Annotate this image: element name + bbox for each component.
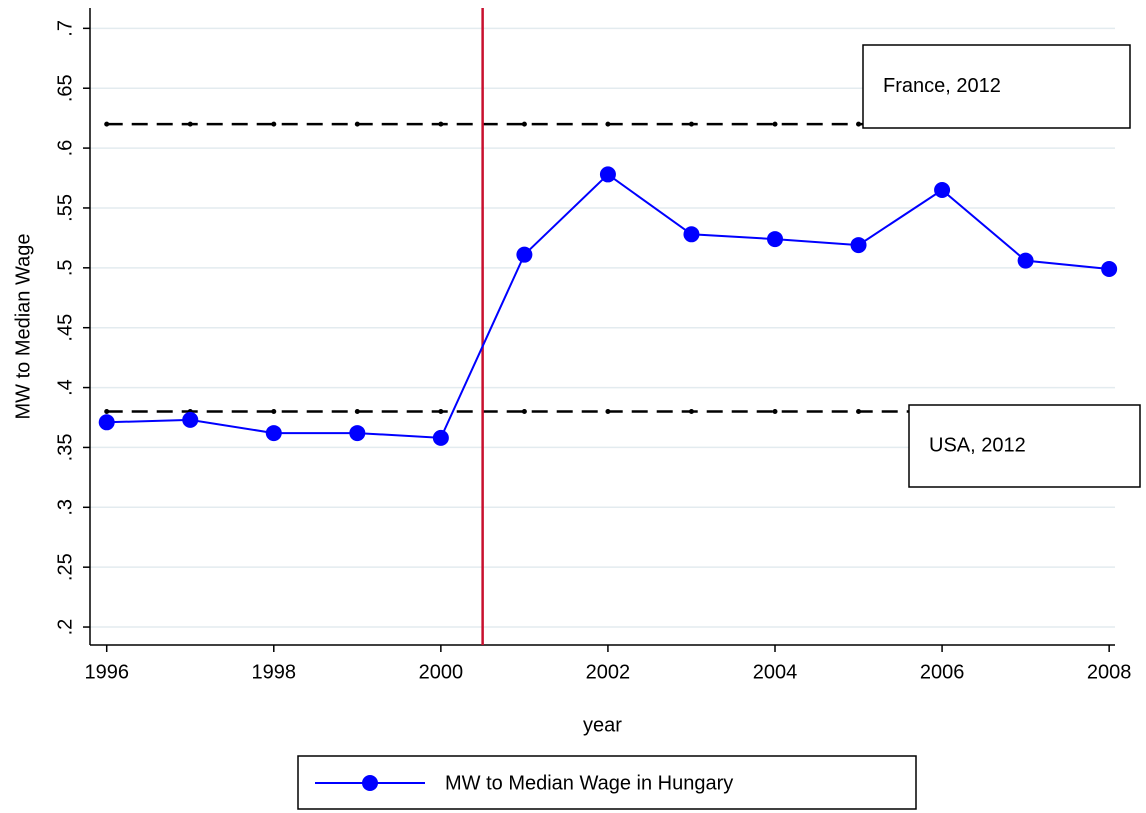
reference-dot bbox=[772, 121, 778, 127]
legend-marker bbox=[362, 775, 378, 791]
data-point bbox=[599, 166, 616, 183]
y-tick-label: .5 bbox=[54, 259, 76, 276]
series-line bbox=[106, 173, 1110, 439]
reference-dot bbox=[772, 409, 778, 415]
x-tick-label: 1996 bbox=[84, 661, 129, 683]
data-point bbox=[683, 226, 700, 243]
data-point bbox=[1101, 261, 1118, 278]
reference-dot bbox=[856, 409, 862, 415]
reference-dot bbox=[104, 409, 110, 415]
data-point bbox=[516, 246, 533, 263]
reference-dot bbox=[187, 121, 193, 127]
data-point bbox=[1017, 252, 1034, 269]
reference-dot bbox=[521, 121, 527, 127]
x-tick-label: 2002 bbox=[586, 661, 631, 683]
x-tick-label: 1998 bbox=[252, 661, 297, 683]
y-tick-label: .35 bbox=[54, 434, 76, 462]
reference-dot bbox=[354, 409, 360, 415]
y-tick-label: .55 bbox=[54, 194, 76, 222]
reference-dot bbox=[688, 121, 694, 127]
y-tick-label: .6 bbox=[54, 140, 76, 157]
data-point bbox=[850, 237, 867, 254]
y-tick-label: .7 bbox=[54, 20, 76, 37]
data-point bbox=[98, 414, 115, 431]
x-axis-label: year bbox=[583, 714, 622, 736]
data-point bbox=[934, 182, 951, 198]
annotation: USA, 2012 bbox=[929, 434, 1026, 456]
reference-dot bbox=[271, 121, 277, 127]
annotation-box bbox=[908, 404, 1141, 488]
y-tick-label: .2 bbox=[54, 619, 76, 636]
x-tick-label: 2000 bbox=[419, 661, 464, 683]
reference-dot bbox=[605, 409, 611, 415]
data-point bbox=[349, 425, 366, 442]
reference-dot bbox=[438, 121, 444, 127]
data-point bbox=[432, 429, 449, 446]
data-point bbox=[182, 411, 199, 428]
x-tick-label: 2004 bbox=[753, 661, 798, 683]
y-tick-label: .45 bbox=[54, 314, 76, 342]
reference-dot bbox=[271, 409, 277, 415]
reference-dot bbox=[688, 409, 694, 415]
data-point bbox=[767, 231, 784, 248]
annotation: France, 2012 bbox=[883, 75, 1001, 97]
y-tick-label: .65 bbox=[54, 74, 76, 102]
data-point bbox=[265, 425, 282, 442]
y-tick-label: .25 bbox=[54, 553, 76, 581]
y-tick-label: .3 bbox=[54, 499, 76, 516]
reference-dot bbox=[438, 409, 444, 415]
annotation-box bbox=[862, 44, 1131, 129]
x-tick-label: 2008 bbox=[1087, 661, 1132, 683]
legend-label: MW to Median Wage in Hungary bbox=[445, 772, 733, 794]
reference-dot bbox=[856, 121, 862, 127]
y-axis-label: MW to Median Wage bbox=[12, 234, 34, 420]
reference-dot bbox=[521, 409, 527, 415]
y-tick-label: .4 bbox=[54, 379, 76, 396]
reference-dot bbox=[354, 121, 360, 127]
reference-dot bbox=[104, 121, 110, 127]
x-tick-label: 2006 bbox=[920, 661, 965, 683]
reference-dot bbox=[605, 121, 611, 127]
